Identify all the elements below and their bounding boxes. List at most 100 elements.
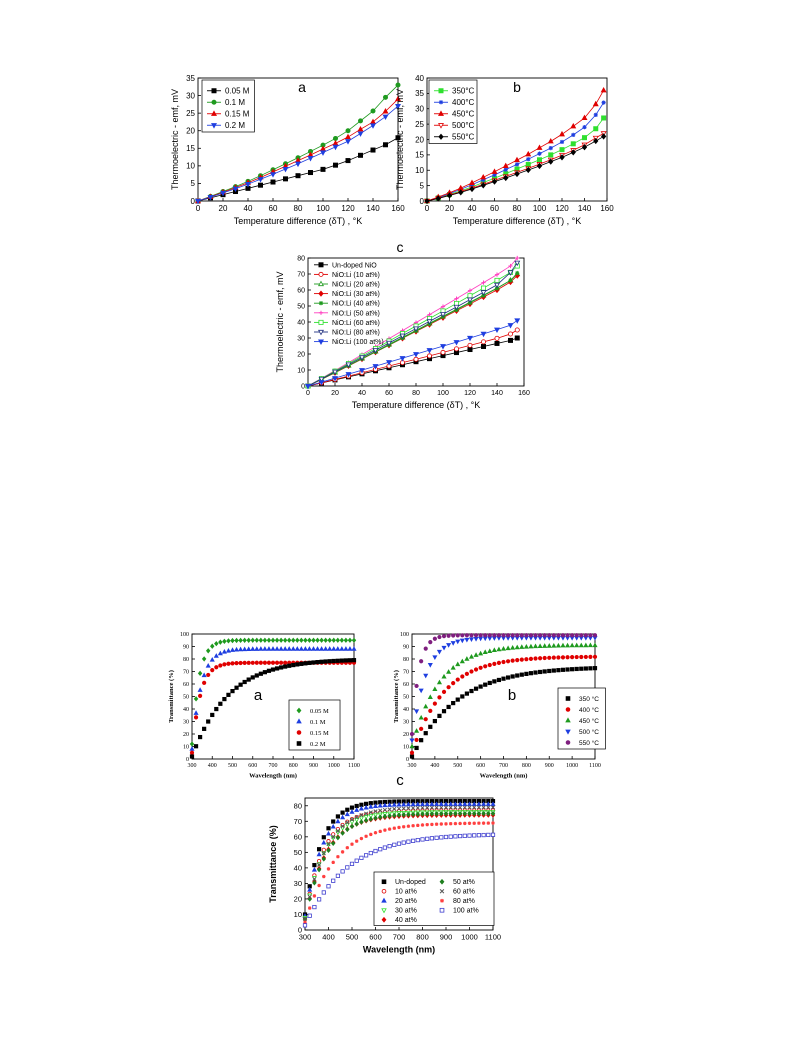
legend-label: 550 °C xyxy=(579,739,599,747)
data-point xyxy=(315,646,321,651)
data-point xyxy=(434,835,439,840)
data-point xyxy=(274,646,280,651)
data-point xyxy=(592,633,598,638)
data-point xyxy=(450,641,456,646)
data-point xyxy=(434,822,439,826)
data-point xyxy=(592,666,598,671)
data-point xyxy=(500,645,507,651)
data-point xyxy=(514,260,521,267)
data-point xyxy=(343,637,349,643)
legend-item: NiO:Li (80 at%) xyxy=(314,329,380,336)
y-axis-label: Transmittance (%) xyxy=(393,670,400,723)
data-point xyxy=(242,637,247,643)
data-point xyxy=(486,810,491,817)
data-point xyxy=(336,855,340,859)
data-point xyxy=(451,633,456,638)
data-point xyxy=(372,348,379,354)
legend-item: NiO:Li (20 at%) xyxy=(314,280,380,288)
data-point xyxy=(363,804,369,810)
data-point xyxy=(197,734,203,740)
y-tick-label: 10 xyxy=(294,910,302,919)
data-point xyxy=(455,677,460,682)
series-0 xyxy=(302,799,496,917)
y-tick-label: 10 xyxy=(415,166,424,175)
data-point xyxy=(392,842,397,847)
data-point xyxy=(583,633,588,638)
data-point xyxy=(477,821,481,825)
legend-label: 0.2 M xyxy=(225,121,245,130)
legend-item: NiO:Li (30 at%) xyxy=(314,290,380,298)
data-point xyxy=(387,813,392,819)
data-point xyxy=(415,837,420,843)
data-point xyxy=(519,657,524,662)
data-point xyxy=(270,179,276,185)
y-tick-label: 15 xyxy=(186,144,195,153)
data-point xyxy=(210,712,215,718)
data-point xyxy=(410,811,416,818)
x-tick-label: 700 xyxy=(393,933,406,942)
y-tick-label: 30 xyxy=(183,720,189,726)
data-point xyxy=(238,637,243,644)
data-point xyxy=(473,636,479,642)
legend-label: 20 at% xyxy=(395,898,417,905)
data-point xyxy=(560,642,566,648)
series-5 xyxy=(302,810,496,922)
data-point xyxy=(505,645,511,651)
data-point xyxy=(570,633,575,638)
x-tick-label: 120 xyxy=(341,204,355,213)
data-point xyxy=(464,637,470,643)
data-point xyxy=(399,333,406,340)
data-point xyxy=(536,162,543,170)
y-tick-label: 10 xyxy=(183,745,189,751)
data-point xyxy=(491,647,497,653)
data-point xyxy=(218,663,223,668)
data-point xyxy=(503,167,508,172)
y-tick-label: 90 xyxy=(183,645,189,651)
data-point xyxy=(556,668,561,673)
data-point xyxy=(206,672,211,678)
data-point xyxy=(250,646,256,651)
data-point xyxy=(193,696,199,702)
data-point xyxy=(327,646,333,651)
data-point xyxy=(581,114,588,121)
x-tick-label: 20 xyxy=(331,390,339,397)
y-tick-label: 40 xyxy=(294,864,302,873)
legend-label: 60 at% xyxy=(453,889,475,896)
data-point xyxy=(494,272,500,277)
data-point xyxy=(312,880,317,886)
y-tick-label: 10 xyxy=(186,162,195,171)
data-point xyxy=(570,149,576,156)
data-point xyxy=(370,123,376,129)
x-tick-label: 80 xyxy=(513,204,522,213)
data-point xyxy=(528,656,534,661)
data-point xyxy=(501,659,506,665)
data-point xyxy=(556,633,561,638)
data-point xyxy=(270,660,276,665)
data-point xyxy=(349,823,355,830)
legend-label: 0.1 M xyxy=(310,719,326,726)
data-point xyxy=(579,633,584,638)
data-point xyxy=(420,837,425,842)
y-tick-label: 60 xyxy=(403,682,409,688)
data-point xyxy=(246,677,251,682)
data-point xyxy=(286,646,292,651)
data-point xyxy=(415,801,421,807)
series-8 xyxy=(305,318,521,390)
data-point xyxy=(560,633,566,638)
data-point xyxy=(382,802,388,808)
data-point xyxy=(319,646,325,651)
data-point xyxy=(443,811,449,817)
data-point xyxy=(340,850,345,854)
legend-label: 50 at% xyxy=(453,879,475,886)
data-point xyxy=(441,673,447,679)
data-point xyxy=(439,835,444,840)
data-point xyxy=(345,820,350,825)
data-point xyxy=(335,646,341,651)
data-point xyxy=(459,638,465,644)
data-point xyxy=(542,669,547,674)
data-point xyxy=(197,687,203,692)
legend-marker xyxy=(565,740,571,745)
data-point xyxy=(429,805,434,810)
data-point xyxy=(378,847,383,852)
data-point xyxy=(358,816,364,822)
